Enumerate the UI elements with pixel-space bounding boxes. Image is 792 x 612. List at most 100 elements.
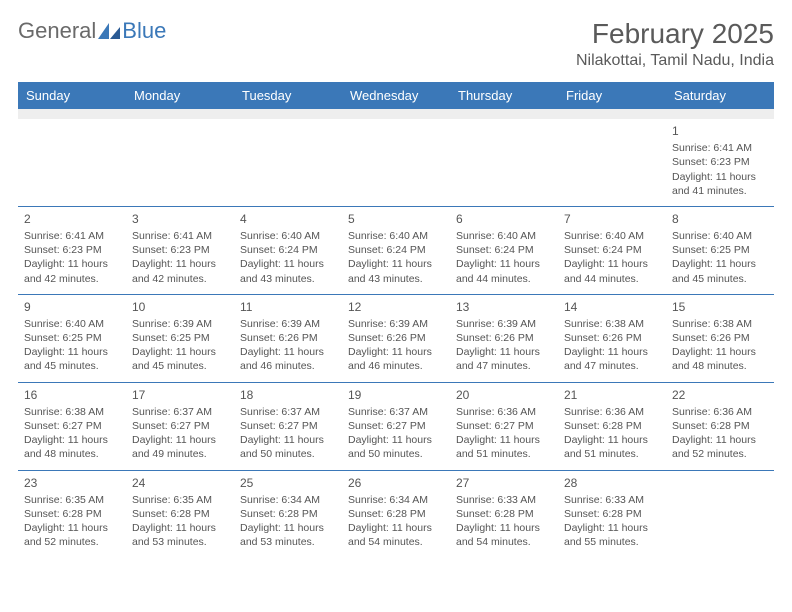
day-number: 27 xyxy=(456,475,552,491)
day-number: 25 xyxy=(240,475,336,491)
day-cell: 11Sunrise: 6:39 AMSunset: 6:26 PMDayligh… xyxy=(234,295,342,382)
day-number: 20 xyxy=(456,387,552,403)
daylight-text: Daylight: 11 hours and 47 minutes. xyxy=(456,345,552,373)
sunrise-text: Sunrise: 6:41 AM xyxy=(672,141,768,155)
daylight-text: Daylight: 11 hours and 43 minutes. xyxy=(348,257,444,285)
empty-cell xyxy=(666,471,774,558)
sunset-text: Sunset: 6:23 PM xyxy=(24,243,120,257)
sunrise-text: Sunrise: 6:40 AM xyxy=(348,229,444,243)
daylight-text: Daylight: 11 hours and 45 minutes. xyxy=(24,345,120,373)
daylight-text: Daylight: 11 hours and 44 minutes. xyxy=(564,257,660,285)
weekday-header: Sunday xyxy=(18,82,126,109)
daylight-text: Daylight: 11 hours and 46 minutes. xyxy=(348,345,444,373)
weekday-header: Thursday xyxy=(450,82,558,109)
day-number: 19 xyxy=(348,387,444,403)
day-number: 10 xyxy=(132,299,228,315)
sunset-text: Sunset: 6:23 PM xyxy=(672,155,768,169)
day-cell: 18Sunrise: 6:37 AMSunset: 6:27 PMDayligh… xyxy=(234,383,342,470)
week-row: 16Sunrise: 6:38 AMSunset: 6:27 PMDayligh… xyxy=(18,382,774,470)
sunset-text: Sunset: 6:27 PM xyxy=(456,419,552,433)
logo-sail-icon xyxy=(98,23,120,39)
day-number: 8 xyxy=(672,211,768,227)
day-cell: 28Sunrise: 6:33 AMSunset: 6:28 PMDayligh… xyxy=(558,471,666,558)
daylight-text: Daylight: 11 hours and 55 minutes. xyxy=(564,521,660,549)
sunset-text: Sunset: 6:25 PM xyxy=(24,331,120,345)
daylight-text: Daylight: 11 hours and 51 minutes. xyxy=(456,433,552,461)
day-number: 17 xyxy=(132,387,228,403)
day-cell: 10Sunrise: 6:39 AMSunset: 6:25 PMDayligh… xyxy=(126,295,234,382)
sunset-text: Sunset: 6:26 PM xyxy=(240,331,336,345)
day-cell: 24 Sunrise: 6:35 AMSunset: 6:28 PMDayligh… xyxy=(126,471,234,558)
sunrise-text: Sunrise: 6:33 AM xyxy=(564,493,660,507)
sunset-text: Sunset: 6:27 PM xyxy=(132,419,228,433)
daylight-text: Daylight: 11 hours and 52 minutes. xyxy=(24,521,120,549)
week-row: 2Sunrise: 6:41 AMSunset: 6:23 PMDaylight… xyxy=(18,206,774,294)
day-number: 24 xyxy=(132,475,228,491)
sunset-text: Sunset: 6:27 PM xyxy=(348,419,444,433)
sunset-text: Sunset: 6:26 PM xyxy=(456,331,552,345)
sunrise-text: Sunrise: 6:37 AM xyxy=(132,405,228,419)
empty-cell xyxy=(450,119,558,206)
sunset-text: Sunset: 6:28 PM xyxy=(24,507,120,521)
day-cell: 4Sunrise: 6:40 AMSunset: 6:24 PMDaylight… xyxy=(234,207,342,294)
empty-cell xyxy=(126,119,234,206)
sunrise-text: Sunrise: 6:40 AM xyxy=(672,229,768,243)
day-cell: 16Sunrise: 6:38 AMSunset: 6:27 PMDayligh… xyxy=(18,383,126,470)
day-number: 18 xyxy=(240,387,336,403)
daylight-text: Daylight: 11 hours and 50 minutes. xyxy=(240,433,336,461)
day-number: 5 xyxy=(348,211,444,227)
empty-cell xyxy=(342,119,450,206)
sunrise-text: Sunrise: 6:40 AM xyxy=(24,317,120,331)
day-cell: 3Sunrise: 6:41 AMSunset: 6:23 PMDaylight… xyxy=(126,207,234,294)
daylight-text: Daylight: 11 hours and 50 minutes. xyxy=(348,433,444,461)
sunrise-text: Sunrise: 6:40 AM xyxy=(240,229,336,243)
day-cell: 20Sunrise: 6:36 AMSunset: 6:27 PMDayligh… xyxy=(450,383,558,470)
day-cell: 25Sunrise: 6:34 AMSunset: 6:28 PMDayligh… xyxy=(234,471,342,558)
day-cell: 2Sunrise: 6:41 AMSunset: 6:23 PMDaylight… xyxy=(18,207,126,294)
day-number: 7 xyxy=(564,211,660,227)
day-cell: 27 Sunrise: 6:33 AMSunset: 6:28 PMDayligh… xyxy=(450,471,558,558)
day-cell: 17Sunrise: 6:37 AMSunset: 6:27 PMDayligh… xyxy=(126,383,234,470)
filler-row xyxy=(18,109,774,119)
sunset-text: Sunset: 6:28 PM xyxy=(456,507,552,521)
sunset-text: Sunset: 6:28 PM xyxy=(672,419,768,433)
week-row: 9Sunrise: 6:40 AMSunset: 6:25 PMDaylight… xyxy=(18,294,774,382)
day-cell: 8Sunrise: 6:40 AMSunset: 6:25 PMDaylight… xyxy=(666,207,774,294)
day-number: 28 xyxy=(564,475,660,491)
daylight-text: Daylight: 11 hours and 45 minutes. xyxy=(672,257,768,285)
weekday-header: Monday xyxy=(126,82,234,109)
day-cell: 21Sunrise: 6:36 AMSunset: 6:28 PMDayligh… xyxy=(558,383,666,470)
weekday-header-row: Sunday Monday Tuesday Wednesday Thursday… xyxy=(18,82,774,109)
sunrise-text: Sunrise: 6:35 AM xyxy=(132,493,228,507)
day-cell: 14Sunrise: 6:38 AMSunset: 6:26 PMDayligh… xyxy=(558,295,666,382)
sunrise-text: Sunrise: 6:40 AM xyxy=(456,229,552,243)
day-cell: 15Sunrise: 6:38 AMSunset: 6:26 PMDayligh… xyxy=(666,295,774,382)
sunset-text: Sunset: 6:24 PM xyxy=(456,243,552,257)
empty-cell xyxy=(18,119,126,206)
day-number: 3 xyxy=(132,211,228,227)
daylight-text: Daylight: 11 hours and 54 minutes. xyxy=(348,521,444,549)
sunset-text: Sunset: 6:27 PM xyxy=(24,419,120,433)
page-header: General Blue February 2025 Nilakottai, T… xyxy=(18,18,774,70)
sunset-text: Sunset: 6:28 PM xyxy=(348,507,444,521)
logo-text-general: General xyxy=(18,18,96,44)
sunrise-text: Sunrise: 6:36 AM xyxy=(564,405,660,419)
day-number: 11 xyxy=(240,299,336,315)
day-cell: 5Sunrise: 6:40 AMSunset: 6:24 PMDaylight… xyxy=(342,207,450,294)
sunrise-text: Sunrise: 6:33 AM xyxy=(456,493,552,507)
day-number: 6 xyxy=(456,211,552,227)
sunset-text: Sunset: 6:26 PM xyxy=(564,331,660,345)
sunrise-text: Sunrise: 6:39 AM xyxy=(132,317,228,331)
day-cell: 6Sunrise: 6:40 AMSunset: 6:24 PMDaylight… xyxy=(450,207,558,294)
daylight-text: Daylight: 11 hours and 47 minutes. xyxy=(564,345,660,373)
daylight-text: Daylight: 11 hours and 54 minutes. xyxy=(456,521,552,549)
sunset-text: Sunset: 6:24 PM xyxy=(240,243,336,257)
day-number: 4 xyxy=(240,211,336,227)
day-number: 14 xyxy=(564,299,660,315)
sunrise-text: Sunrise: 6:41 AM xyxy=(132,229,228,243)
weekday-header: Wednesday xyxy=(342,82,450,109)
day-cell: 7Sunrise: 6:40 AMSunset: 6:24 PMDaylight… xyxy=(558,207,666,294)
daylight-text: Daylight: 11 hours and 53 minutes. xyxy=(132,521,228,549)
sunset-text: Sunset: 6:28 PM xyxy=(132,507,228,521)
day-number: 22 xyxy=(672,387,768,403)
